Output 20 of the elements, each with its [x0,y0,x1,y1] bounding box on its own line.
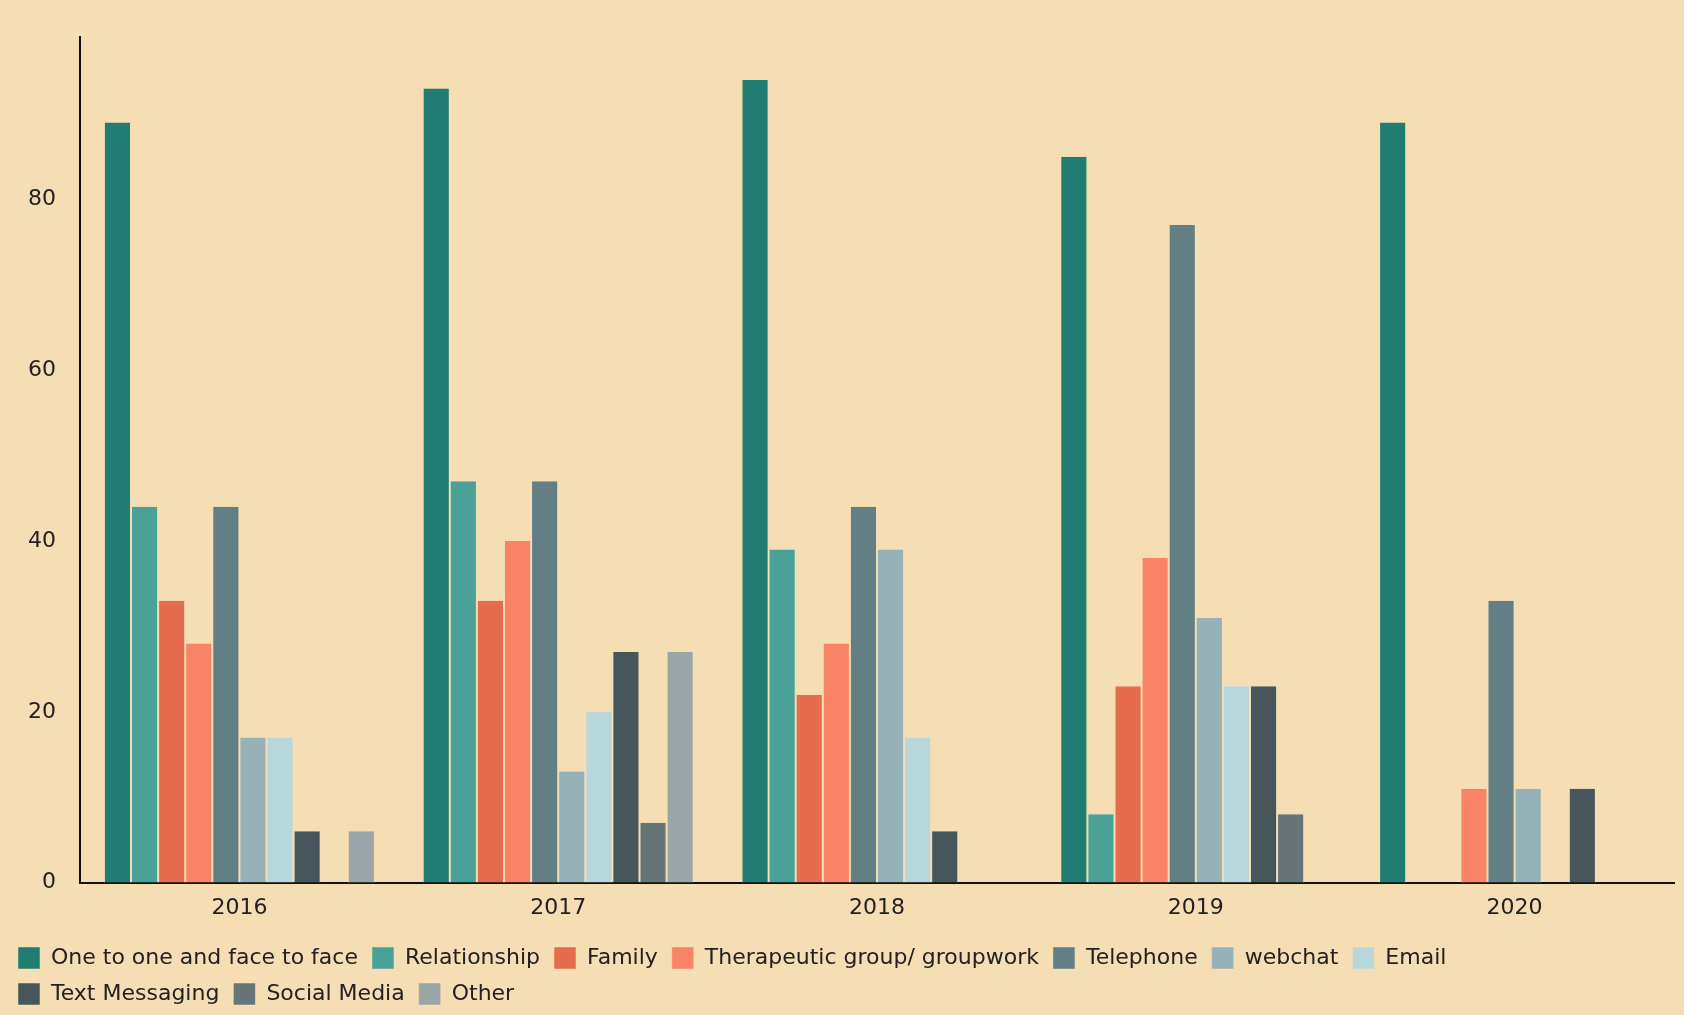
y-tick-label: 40 [27,526,56,552]
legend-label: Relationship [404,943,541,969]
x-tick-label: 2019 [1167,893,1224,919]
y-tick-label: 60 [27,355,56,381]
legend-label: Email [1385,943,1447,969]
legend-label: Other [451,979,516,1005]
legend-label: webchat [1244,943,1339,969]
y-tick-label: 20 [27,697,56,723]
x-tick-label: 2018 [849,893,905,919]
x-tick-label: 2020 [1486,893,1543,919]
y-tick-label: 80 [27,185,56,211]
legend-label: Text Messaging [50,979,220,1005]
legend-label: Social Media [266,979,405,1005]
legend-label: Family [587,943,658,969]
x-tick-label: 2017 [530,893,587,919]
legend-label: Telephone [1084,943,1198,969]
y-tick-label: 0 [41,868,56,894]
x-tick-label: 2016 [211,893,268,919]
legend-label: Therapeutic group/ groupwork [703,943,1040,969]
legend-label: One to one and face to face [51,943,358,969]
